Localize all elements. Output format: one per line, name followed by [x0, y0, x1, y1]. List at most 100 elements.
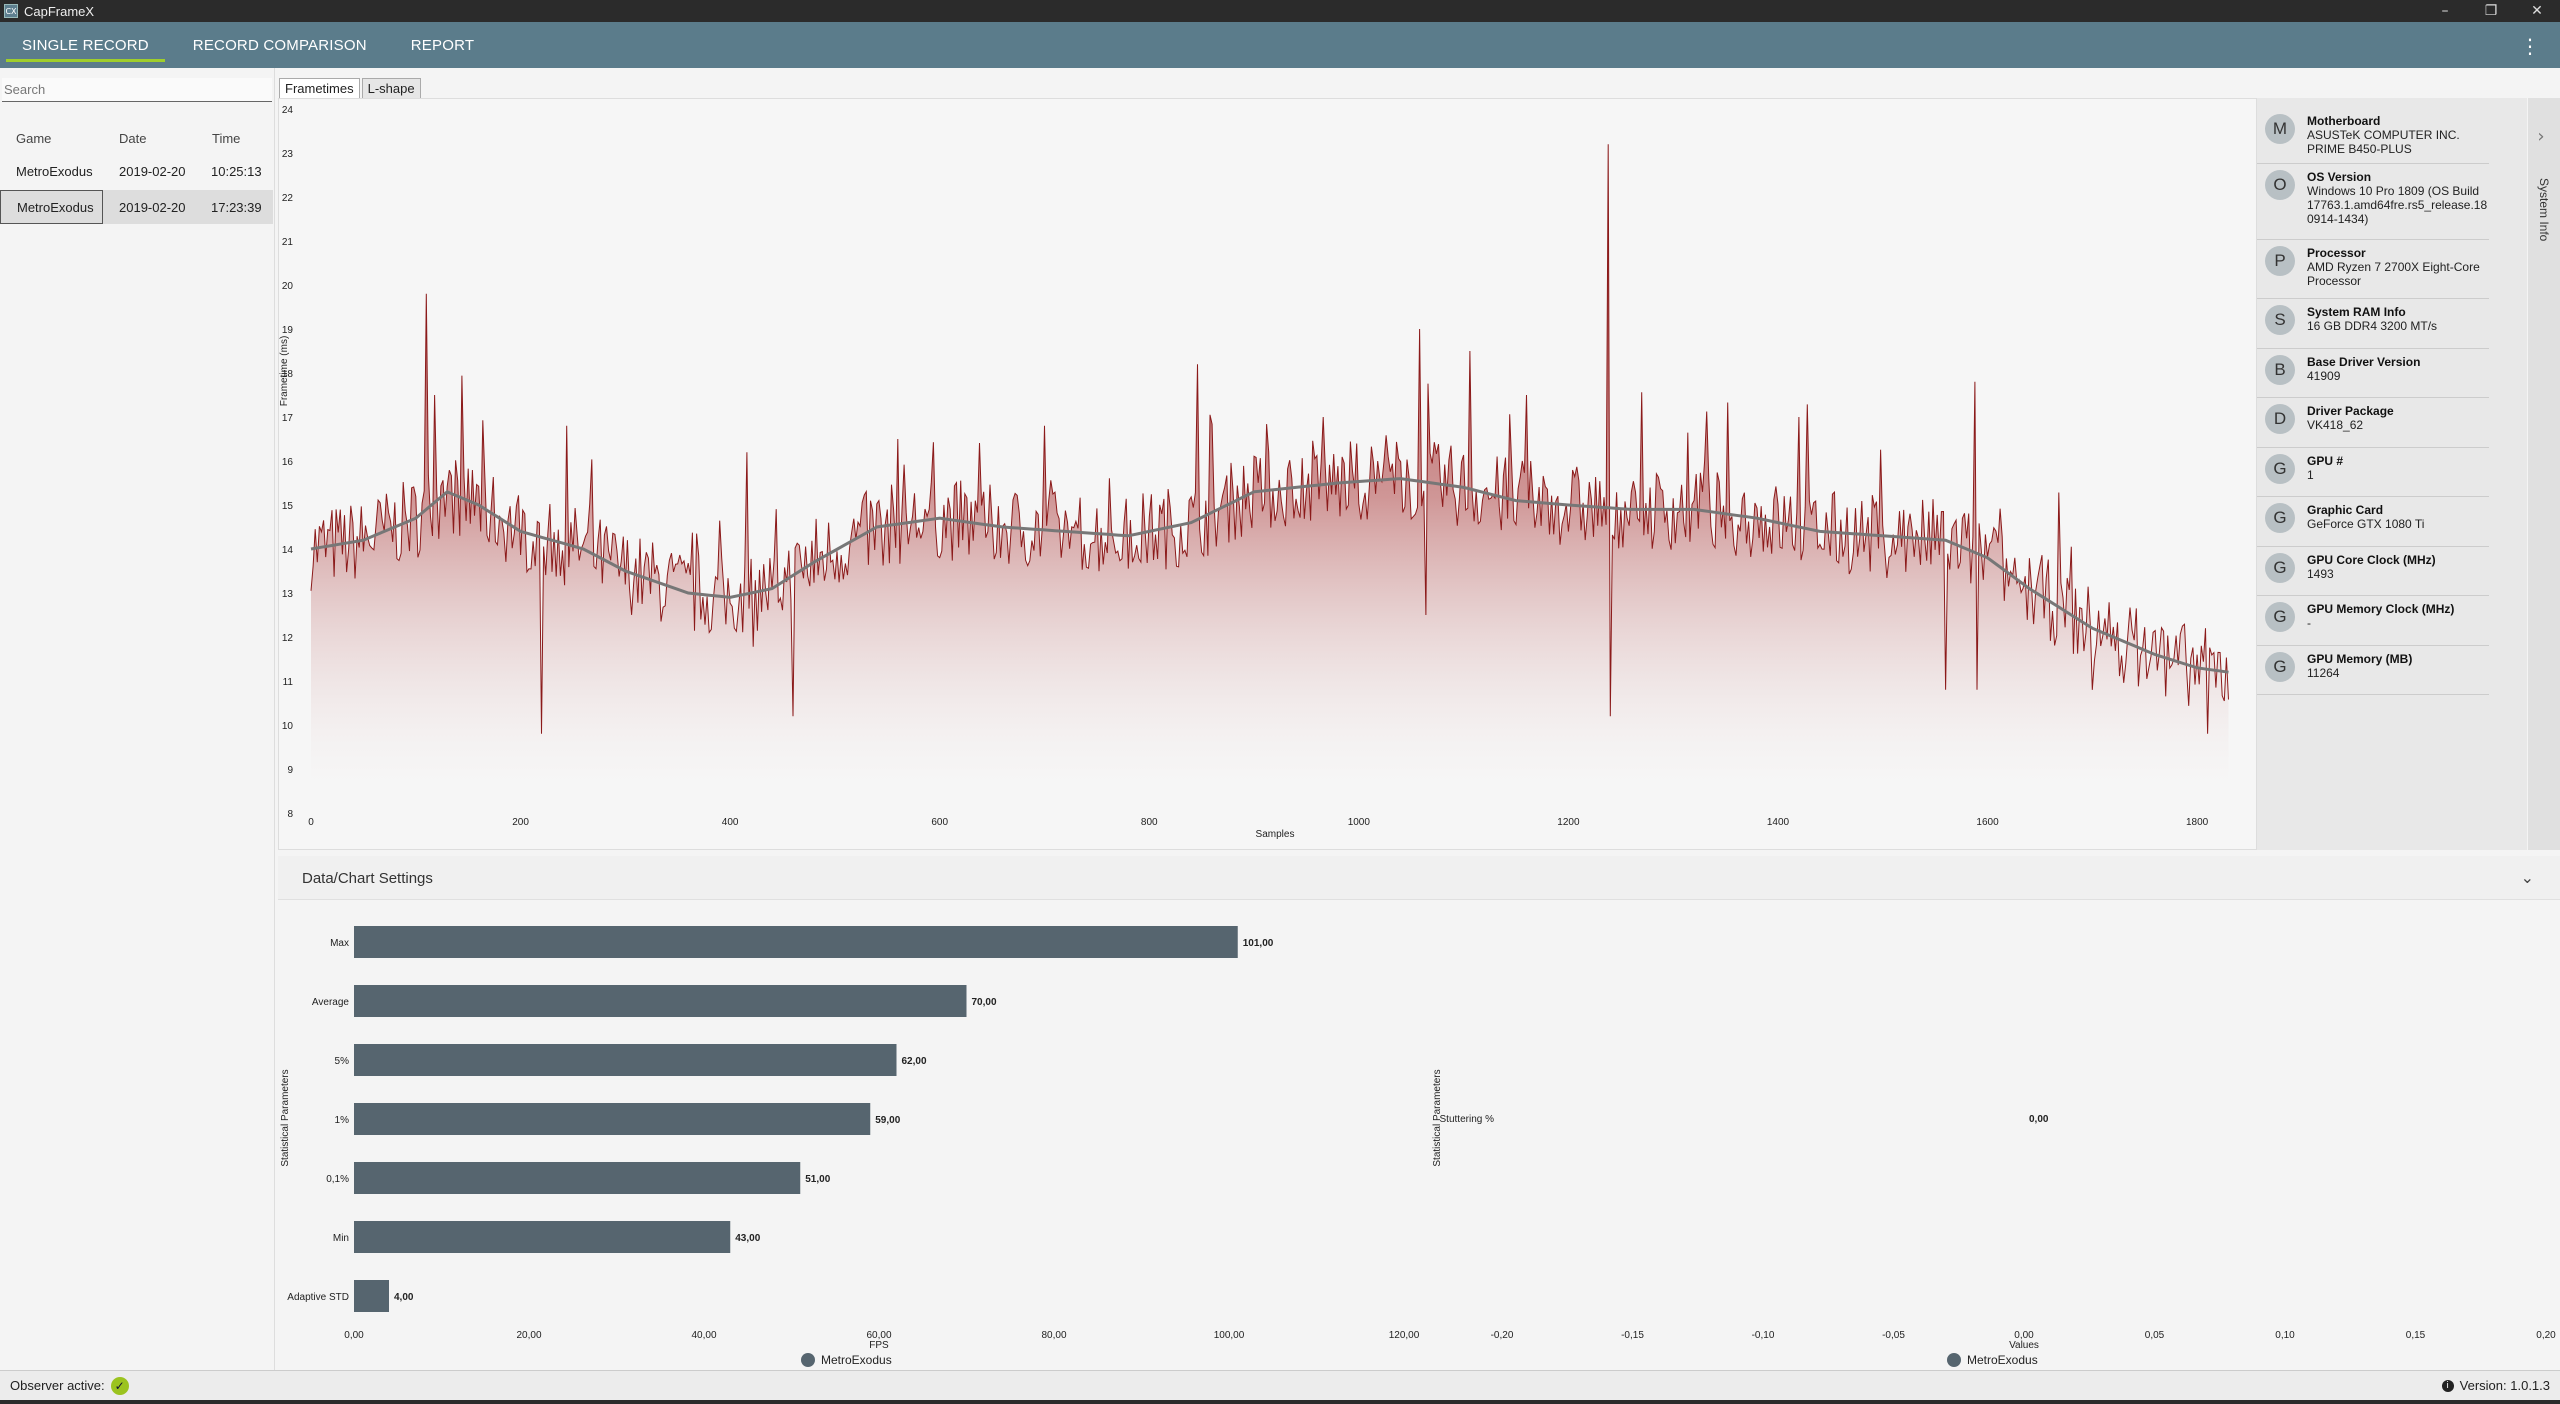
y-tick-label: 17	[282, 413, 294, 424]
x-tick-label: 1400	[1767, 817, 1790, 828]
y-tick-label: 12	[282, 633, 294, 644]
fps-bar	[354, 985, 967, 1017]
tab-single-record[interactable]: SINGLE RECORD	[0, 22, 171, 68]
observer-label: Observer active:	[10, 1378, 105, 1393]
y-tick-label: 19	[282, 325, 294, 336]
system-info-item: B Base Driver Version 41909	[2257, 349, 2489, 399]
system-info-title: GPU #	[2307, 453, 2344, 468]
legend-marker	[1947, 1353, 1961, 1367]
system-info-label[interactable]: System Info	[2537, 178, 2551, 242]
system-info-value: 16 GB DDR4 3200 MT/s	[2307, 319, 2438, 334]
y-tick-label: 22	[282, 193, 294, 204]
search-input[interactable]: Search	[2, 78, 272, 102]
system-info-value: GeForce GTX 1080 Ti	[2307, 517, 2425, 532]
category-label: Average	[312, 997, 350, 1008]
expand-arrow-icon[interactable]: ›	[2537, 126, 2545, 147]
fps-y-axis-label: Statistical Parameters	[280, 1069, 291, 1166]
more-menu-icon[interactable]: ⋮	[2520, 34, 2540, 58]
x-tick-label: 0,20	[2536, 1330, 2556, 1341]
data-chart-settings-bar[interactable]: Data/Chart Settings ⌄	[278, 856, 2560, 900]
column-date[interactable]: Date	[119, 130, 147, 146]
system-info-avatar: G	[2265, 552, 2295, 583]
main-nav: SINGLE RECORD RECORD COMPARISON REPORT ⋮	[0, 22, 2560, 68]
record-row[interactable]: MetroExodus 2019-02-20 10:25:13	[0, 154, 274, 188]
system-info-item: G GPU #1	[2257, 448, 2489, 498]
system-info-avatar: P	[2265, 245, 2295, 276]
system-info-item: G Graphic Card GeForce GTX 1080 Ti	[2257, 497, 2489, 547]
app-logo-icon: CX	[4, 4, 18, 18]
fps-legend-label: MetroExodus	[821, 1353, 892, 1367]
fps-bar	[354, 1280, 389, 1312]
category-label: 0,1%	[326, 1174, 349, 1185]
taskbar-edge	[0, 1400, 2560, 1404]
column-game[interactable]: Game	[16, 130, 52, 146]
system-info-text: GPU Memory (MB) 11264	[2307, 652, 2487, 680]
system-info-text: Base Driver Version 41909	[2307, 355, 2487, 383]
system-info-title: Driver Package	[2307, 404, 2394, 419]
version-label: Version: 1.0.1.3	[2459, 1378, 2550, 1393]
x-tick-label: 0,05	[2145, 1330, 2165, 1341]
system-info-item: D Driver Package VK418_62	[2257, 398, 2489, 448]
system-info-title: Base Driver Version	[2307, 354, 2421, 369]
bar-value-label: 62,00	[902, 1056, 927, 1067]
chevron-down-icon[interactable]: ⌄	[2520, 868, 2534, 887]
x-tick-label: 1200	[1557, 817, 1580, 828]
status-bar: Observer active: ✓ i Version: 1.0.1.3	[0, 1370, 2560, 1400]
system-info-title: Motherboard	[2307, 113, 2381, 128]
settings-title: Data/Chart Settings	[302, 870, 433, 887]
system-info-title: GPU Core Clock (MHz)	[2307, 552, 2436, 567]
y-tick-label: 20	[282, 281, 294, 292]
fps-bar	[354, 1221, 731, 1253]
system-info-value: Windows 10 Pro 1809 (OS Build 17763.1.am…	[2307, 184, 2488, 226]
version-info: i Version: 1.0.1.3	[2441, 1378, 2550, 1393]
system-info-value: 1	[2307, 467, 2314, 482]
y-tick-label: 18	[282, 369, 294, 380]
system-info-value: 1493	[2307, 566, 2334, 581]
legend-marker	[801, 1353, 815, 1367]
title-bar: CX CapFrameX – ❐ ✕	[0, 0, 2560, 22]
system-info-text: Graphic Card GeForce GTX 1080 Ti	[2307, 503, 2487, 531]
x-tick-label: 0,10	[2275, 1330, 2295, 1341]
fps-bar-chart: Max 101,00 Average 70,00 5% 62,00 1% 59,00 0,1% 5…	[287, 926, 1420, 1341]
minimize-button[interactable]: –	[2441, 3, 2449, 19]
tab-record-comparison[interactable]: RECORD COMPARISON	[192, 36, 367, 54]
tab-report[interactable]: REPORT	[410, 36, 475, 54]
system-info-title: Graphic Card	[2307, 503, 2384, 518]
category-label: 1%	[335, 1115, 350, 1126]
tab-frametimes[interactable]: Frametimes	[279, 78, 360, 99]
y-tick-label: 16	[282, 457, 294, 468]
frametime-chart: 8 9 10 11 12 13 14 15 16 17 18 19 20 21 22 23 24 0 200 400 6…	[279, 105, 2229, 840]
system-info-drawer-tab[interactable]	[2528, 98, 2560, 850]
record-row-selected[interactable]: MetroExodus 2019-02-20 17:23:39	[0, 190, 274, 224]
system-info-text: GPU Core Clock (MHz) 1493	[2307, 553, 2487, 581]
x-tick-label: 1000	[1348, 817, 1371, 828]
category-label: Max	[330, 938, 349, 949]
restore-button[interactable]: ❐	[2484, 3, 2498, 19]
statistics-charts: Max 101,00 Average 70,00 5% 62,00 1% 59,00 0,1% 5…	[280, 926, 2556, 1367]
x-tick-label: 1600	[1976, 817, 1999, 828]
x-tick-label: 100,00	[1214, 1330, 1245, 1341]
x-tick-label: 0,00	[344, 1330, 364, 1341]
y-tick-label: 24	[282, 105, 294, 116]
system-info-text: GPU #1	[2307, 454, 2487, 482]
fps-bar	[354, 926, 1238, 958]
y-tick-label: 21	[282, 237, 294, 248]
bar-value-label: 43,00	[735, 1233, 760, 1244]
info-icon[interactable]: i	[2441, 1379, 2454, 1392]
system-info-value: AMD Ryzen 7 2700X Eight-Core Processor	[2307, 259, 2480, 288]
system-info-avatar: G	[2265, 453, 2295, 484]
close-button[interactable]: ✕	[2531, 3, 2543, 19]
system-info-avatar: G	[2265, 602, 2295, 633]
record-game: MetroExodus	[16, 163, 93, 179]
record-game: MetroExodus	[0, 190, 103, 224]
y-tick-label: 13	[282, 589, 294, 600]
record-date: 2019-02-20	[119, 163, 186, 179]
chart-tabs: Frametimes L-shape	[279, 78, 423, 99]
system-info-item: G GPU Memory (MB) 11264	[2257, 646, 2489, 696]
column-time[interactable]: Time	[212, 130, 241, 146]
tab-l-shape[interactable]: L-shape	[361, 78, 421, 99]
system-info-item: G GPU Memory Clock (MHz) -	[2257, 596, 2489, 646]
x-tick-label: 0,15	[2406, 1330, 2426, 1341]
x-tick-label: 600	[931, 817, 948, 828]
